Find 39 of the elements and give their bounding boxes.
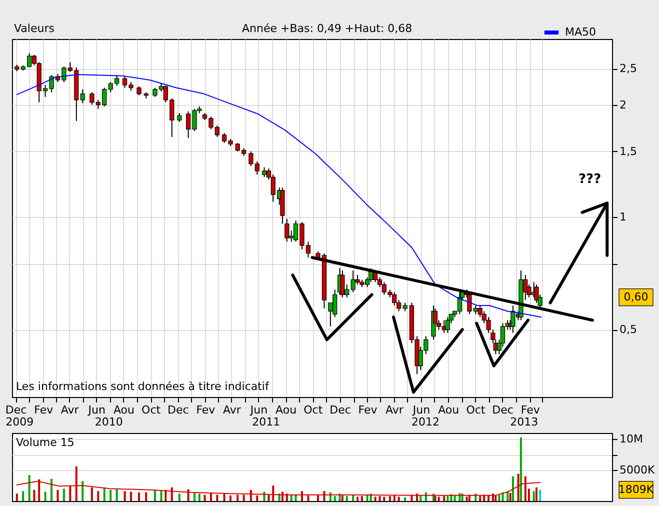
x-tick-label: Oct bbox=[142, 404, 162, 416]
y-tick-label: 1,5 bbox=[620, 144, 637, 158]
chart-title: Volume 15 bbox=[16, 436, 74, 449]
x-tick-label: Avr bbox=[60, 404, 80, 416]
x-tick-label: Dec bbox=[330, 404, 351, 416]
annotation: ??? bbox=[578, 172, 602, 188]
x-tick-label: Avr bbox=[222, 404, 242, 416]
x-tick-label: Dec bbox=[492, 404, 514, 416]
y-tick-label: 10M bbox=[620, 432, 643, 446]
x-tick-label: Jun bbox=[412, 404, 430, 416]
text: 0,60 bbox=[624, 290, 648, 304]
x2-tick-label: 2013 bbox=[510, 416, 538, 428]
y-tick-label: 1 bbox=[620, 210, 626, 224]
x2-tick-label: 2010 bbox=[94, 416, 123, 428]
x-tick-label: Fev bbox=[358, 404, 378, 416]
text: Valeurs bbox=[14, 22, 55, 35]
x-tick-label: Fev bbox=[196, 404, 216, 416]
text: Année +Bas: 0,49 +Haut: 0,68 bbox=[242, 22, 412, 35]
x-tick-label: Oct bbox=[304, 404, 324, 416]
x-tick-label: Fev bbox=[34, 404, 54, 416]
x-tick-label: Jun bbox=[249, 404, 268, 416]
x-tick-label: Oct bbox=[466, 404, 486, 416]
x-tick-label: Fev bbox=[520, 404, 540, 416]
x-tick-label: Aou bbox=[276, 404, 297, 416]
x-tick-label: Dec bbox=[168, 404, 189, 416]
y-tick-label: 2 bbox=[620, 98, 626, 112]
x2-tick-label: 2011 bbox=[252, 416, 280, 428]
y-tick-label: 0,5 bbox=[620, 323, 637, 336]
annotation: Les informations sont données à titre indicatif bbox=[16, 380, 270, 393]
y-tick-label: 2,5 bbox=[620, 62, 637, 76]
y-tick-label: 5000K bbox=[620, 464, 656, 477]
x2-tick-label: 2009 bbox=[6, 416, 34, 428]
x-tick-label: Aou bbox=[113, 404, 134, 416]
x-tick-label: Aou bbox=[438, 404, 460, 416]
legend-label: MA50 bbox=[565, 26, 596, 38]
x-tick-label: Dec bbox=[5, 404, 27, 416]
x-tick-label: Jun bbox=[87, 404, 106, 416]
x2-tick-label: 2012 bbox=[412, 416, 440, 428]
x-tick-label: Avr bbox=[385, 404, 404, 416]
